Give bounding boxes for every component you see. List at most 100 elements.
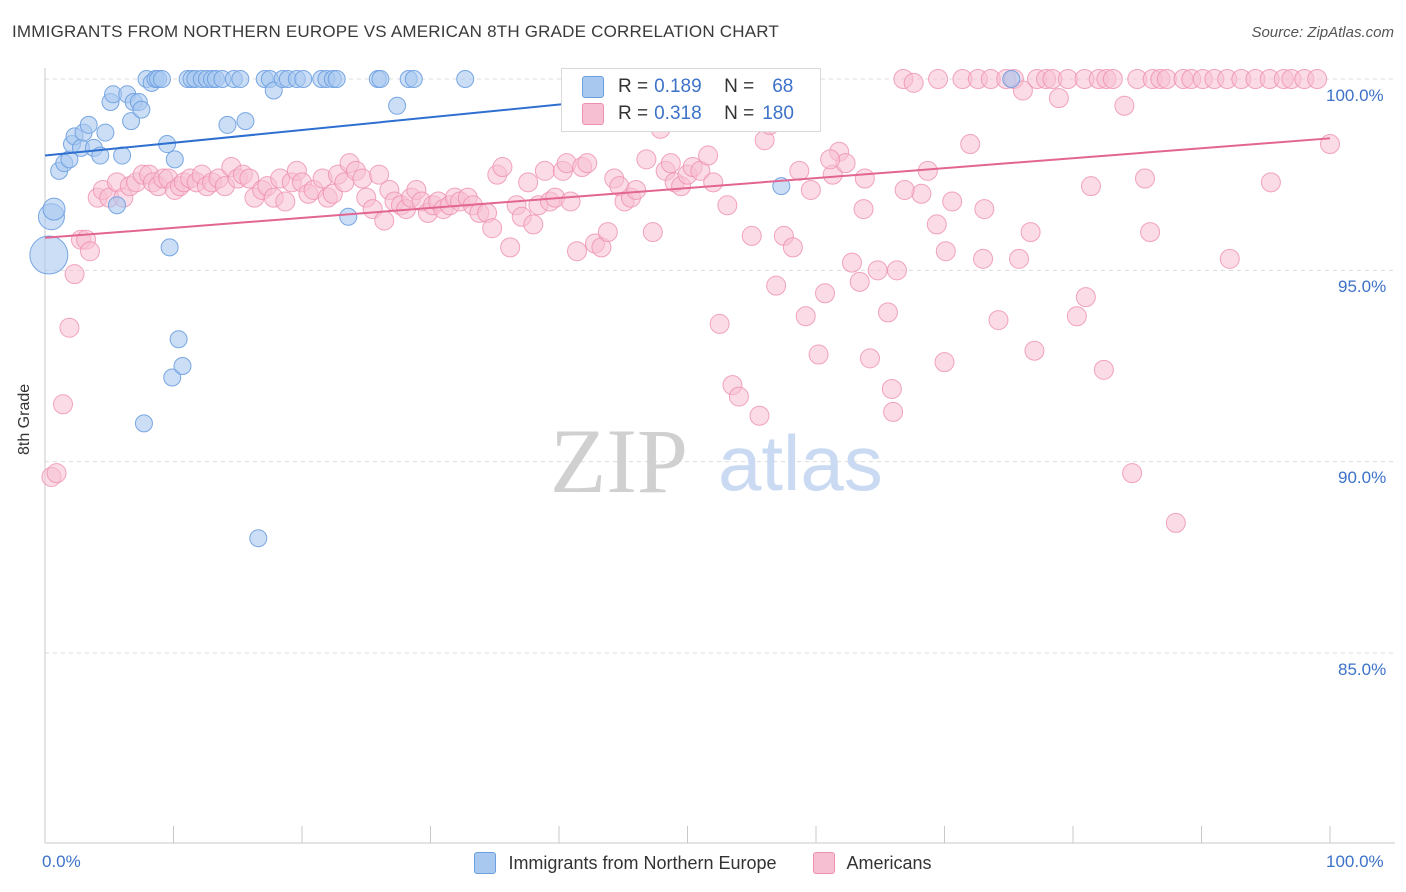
americans-point-188 [1320,134,1340,155]
northern-europe-point-23 [134,414,153,433]
chart-title: IMMIGRANTS FROM NORTHERN EUROPE VS AMERI… [12,22,779,41]
americans-point-127 [800,179,821,200]
americans-point-199 [1260,172,1281,193]
americans-trend-line [44,137,1331,239]
americans-point-151 [974,199,995,220]
americans-point-40 [275,191,296,212]
americans-point-139 [881,378,902,399]
americans-point-118 [741,225,762,246]
americans-point-106 [660,153,681,174]
northern-europe-point-19 [122,112,141,131]
americans-point-153 [988,310,1009,331]
northern-europe-point-34 [173,357,192,375]
americans-point-143 [911,183,932,204]
americans-point-1 [46,463,67,484]
americans-point-133 [841,252,862,273]
n-value: 180 [762,103,794,124]
stats-legend-row-pink: R = 0.318 N = 180 [582,101,794,127]
legend-label: Americans [846,852,932,873]
americans-point-114 [709,313,730,334]
americans-point-136 [859,348,880,369]
americans-point-200 [1075,287,1096,308]
americans-point-96 [597,222,618,243]
northern-europe-point-0 [29,235,69,275]
americans-point-101 [626,179,647,200]
americans-point-135 [854,168,875,189]
northern-europe-point-54 [294,70,313,88]
northern-europe-point-58 [327,70,346,88]
americans-point-140 [886,260,907,281]
x-tick-label-100: 100.0% [1326,852,1384,871]
legend-item-northern-europe[interactable]: Immigrants from Northern Europe [474,852,777,874]
americans-point-192 [926,214,947,235]
americans-point-162 [1057,69,1078,89]
americans-point-83 [523,214,544,235]
americans-point-142 [903,72,924,93]
northern-europe-point-61 [371,70,390,88]
americans-point-197 [1140,222,1161,243]
gridlines [45,78,1395,654]
northern-europe-point-32 [165,150,184,169]
northern-europe-point-31 [163,368,182,387]
americans-point-53 [352,168,373,189]
americans-point-85 [534,160,555,181]
r-label: R = [618,76,649,97]
americans-point-157 [1020,222,1041,243]
stats-legend: R = 0.189 N = 68 R = 0.318 N = 180 [561,68,821,132]
americans-point-34 [239,168,260,189]
northern-europe-point-28 [152,70,171,88]
americans-point-149 [960,134,981,155]
americans-point-137 [867,260,888,281]
source-label: Source: ZipAtlas.com [1251,24,1394,41]
americans-point-161 [1048,88,1069,109]
northern-europe-point-67 [1002,70,1021,88]
northern-europe-point-43 [218,115,237,134]
northern-europe-point-2 [42,197,66,221]
americans-point-56 [369,164,390,185]
r-value: 0.189 [654,76,702,97]
americans-point-128 [808,344,829,365]
y-tick-label-90: 90.0% [1338,468,1387,487]
y-tick-label-85: 85.0% [1338,660,1387,679]
americans-point-138 [877,302,898,323]
pink-swatch [582,103,604,125]
blue-swatch [582,76,604,98]
americans-point-129 [814,283,835,304]
americans-point-174 [1156,69,1177,89]
americans-point-169 [1114,95,1135,116]
northern-europe-point-45 [231,70,250,88]
legend-label: Immigrants from Northern Europe [508,852,777,873]
northern-europe-point-46 [236,112,255,131]
americans-point-171 [1134,168,1155,189]
americans-point-91 [566,241,587,262]
americans-point-194 [1024,340,1045,361]
stats-legend-row-blue: R = 0.189 N = 68 [582,74,793,100]
americans-point-168 [1102,69,1123,89]
series-legend: Immigrants from Northern Europe American… [0,852,1406,874]
northern-europe-point-33 [169,330,188,349]
americans-point-203 [883,401,904,422]
northern-europe-point-22 [132,100,151,119]
americans-point-147 [942,191,963,212]
americans-point-2 [52,394,73,415]
americans-point-112 [698,145,719,166]
americans-point-7 [79,241,100,262]
americans-point-103 [642,222,663,243]
americans-point-119 [749,405,770,426]
blue-swatch [474,852,497,874]
americans-point-175 [1165,512,1186,533]
americans-point-102 [636,149,657,170]
northern-europe-point-62 [388,96,407,115]
watermark-zip: ZIP [550,410,688,512]
americans-point-78 [492,157,513,178]
americans-point-122 [766,275,787,296]
legend-item-americans[interactable]: Americans [812,852,932,874]
americans-point-165 [1080,176,1101,197]
northern-europe-point-47 [249,529,268,548]
americans-point-196 [1122,463,1143,484]
americans-point-79 [500,237,521,258]
americans-point-126 [795,306,816,327]
n-value: 68 [772,76,794,97]
americans-point-156 [1012,80,1033,101]
americans-point-198 [1219,248,1240,269]
